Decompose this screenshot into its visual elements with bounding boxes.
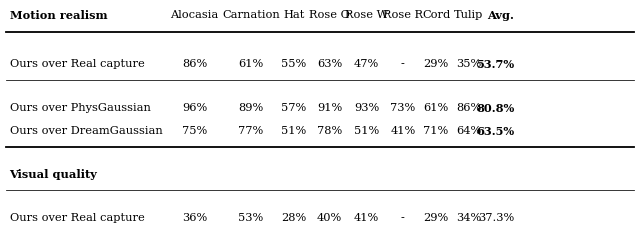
Text: Hat: Hat — [283, 10, 305, 20]
Text: 47%: 47% — [354, 59, 379, 69]
Text: 64%: 64% — [456, 126, 481, 136]
Text: 51%: 51% — [281, 126, 307, 136]
Text: 41%: 41% — [390, 126, 415, 136]
Text: 96%: 96% — [182, 103, 207, 113]
Text: 29%: 29% — [424, 213, 449, 223]
Text: 86%: 86% — [182, 59, 207, 69]
Text: 78%: 78% — [317, 126, 342, 136]
Text: 93%: 93% — [354, 103, 379, 113]
Text: Rose O: Rose O — [309, 10, 350, 20]
Text: 28%: 28% — [281, 213, 307, 223]
Text: 41%: 41% — [354, 213, 379, 223]
Text: Ours over Real capture: Ours over Real capture — [10, 59, 144, 69]
Text: 57%: 57% — [281, 103, 307, 113]
Text: Motion realism: Motion realism — [10, 10, 107, 21]
Text: 53%: 53% — [238, 213, 264, 223]
Text: 63.5%: 63.5% — [476, 126, 515, 137]
Text: 37.3%: 37.3% — [478, 213, 515, 223]
Text: Tulip: Tulip — [454, 10, 483, 20]
Text: 75%: 75% — [182, 126, 207, 136]
Text: 55%: 55% — [281, 59, 307, 69]
Text: Ours over DreamGaussian: Ours over DreamGaussian — [10, 126, 163, 136]
Text: 86%: 86% — [456, 103, 481, 113]
Text: 73%: 73% — [390, 103, 415, 113]
Text: Ours over PhysGaussian: Ours over PhysGaussian — [10, 103, 150, 113]
Text: 40%: 40% — [317, 213, 342, 223]
Text: 29%: 29% — [424, 59, 449, 69]
Text: Carnation: Carnation — [222, 10, 280, 20]
Text: 51%: 51% — [354, 126, 379, 136]
Text: Alocasia: Alocasia — [170, 10, 219, 20]
Text: 91%: 91% — [317, 103, 342, 113]
Text: 71%: 71% — [424, 126, 449, 136]
Text: -: - — [401, 59, 404, 69]
Text: 53.7%: 53.7% — [476, 59, 515, 70]
Text: 35%: 35% — [456, 59, 481, 69]
Text: Rose R: Rose R — [383, 10, 423, 20]
Text: 89%: 89% — [238, 103, 264, 113]
Text: Avg.: Avg. — [488, 10, 515, 21]
Text: 34%: 34% — [456, 213, 481, 223]
Text: 63%: 63% — [317, 59, 342, 69]
Text: Cord: Cord — [422, 10, 450, 20]
Text: 61%: 61% — [424, 103, 449, 113]
Text: Visual quality: Visual quality — [10, 169, 97, 180]
Text: 61%: 61% — [238, 59, 264, 69]
Text: 80.8%: 80.8% — [476, 103, 515, 114]
Text: 77%: 77% — [238, 126, 264, 136]
Text: Ours over Real capture: Ours over Real capture — [10, 213, 144, 223]
Text: Rose W: Rose W — [345, 10, 388, 20]
Text: -: - — [401, 213, 404, 223]
Text: 36%: 36% — [182, 213, 207, 223]
